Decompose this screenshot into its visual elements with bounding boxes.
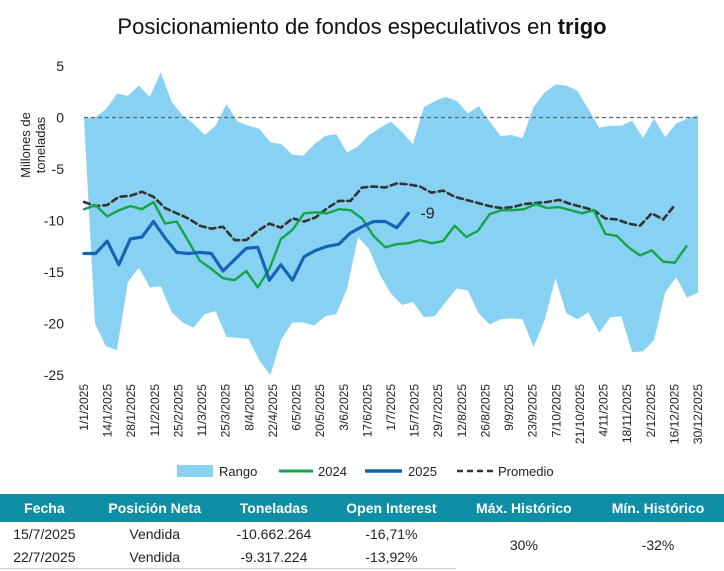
col-toneladas: Toneladas	[220, 494, 328, 522]
x-tick-label: 15/7/2025	[408, 384, 422, 438]
x-tick-label: 18/11/2025	[620, 384, 634, 443]
cell-fecha: 15/7/2025	[13, 525, 76, 542]
x-tick-label: 1/7/2025	[384, 384, 398, 431]
x-tick-label: 11/3/2025	[195, 384, 209, 437]
y-tick-label: 0	[56, 110, 64, 126]
y-tick-label: -5	[52, 161, 65, 177]
cell-open-interest: -13,92%	[327, 545, 456, 569]
col-open-interest: Open Interest	[327, 494, 456, 522]
x-tick-label: 3/6/2025	[337, 384, 351, 431]
cell-toneladas: -9.317.224	[220, 545, 328, 569]
series-line-2024	[82, 200, 688, 289]
x-tick-label: 6/5/2025	[290, 384, 304, 431]
col-max-historico: Máx. Histórico	[455, 494, 593, 522]
x-tick-label: 25/3/2025	[219, 384, 233, 438]
col-fecha: Fecha	[0, 494, 89, 522]
cell-posicion: Vendida	[129, 525, 181, 542]
y-tick-label: -15	[44, 264, 64, 280]
x-tick-label: 2/12/2025	[644, 384, 658, 438]
x-tick-label: 17/6/2025	[360, 384, 374, 438]
table-row: 22/7/2025 Vendida -9.317.224 -13,92%	[0, 545, 724, 569]
end-annotation: -9	[420, 205, 434, 222]
col-posicion-neta: Posición Neta	[88, 494, 221, 522]
chart-title: Posicionamiento de fondos especulativos …	[117, 14, 607, 39]
x-tick-label: 1/1/2025	[77, 384, 91, 431]
y-tick-label: -10	[44, 213, 64, 229]
y-tick-label: -20	[44, 316, 64, 332]
chart: 5 0 -5 -10 -15 -20 -25 1/1/2025 14/1/2025 28/1/20…	[44, 58, 705, 479]
legend-label-2024: 2024	[318, 464, 347, 479]
x-tick-label: 29/7/2025	[431, 384, 445, 438]
table-row: 15/7/2025 Vendida -10.662.264 -16,71% 30…	[0, 522, 724, 554]
x-tick-label: 11/2/2025	[148, 384, 162, 437]
x-tick-label: 4/11/2025	[597, 384, 611, 437]
cell-toneladas: -10.662.264	[236, 525, 312, 542]
x-tick-label: 30/12/2025	[691, 384, 705, 444]
x-tick-label: 7/10/2025	[549, 384, 563, 438]
legend-label-rango: Rango	[219, 464, 257, 479]
legend-swatch-rango	[177, 465, 213, 477]
y-tick-label: -25	[44, 367, 64, 383]
x-tick-label: 21/10/2025	[573, 384, 587, 444]
summary-table: Fecha Posición Neta Toneladas Open Inter…	[0, 494, 724, 569]
col-min-historico: Mín. Histórico	[592, 494, 724, 522]
legend-label-2025: 2025	[408, 464, 437, 479]
x-tick-label: 20/5/2025	[313, 384, 327, 438]
x-tick-label: 16/12/2025	[667, 384, 681, 444]
y-tick-label: 5	[56, 58, 64, 74]
cell-min-historico: -32%	[641, 537, 675, 554]
cell-max-historico: 30%	[509, 537, 538, 554]
legend-label-promedio: Promedio	[498, 464, 554, 479]
x-tick-label: 28/1/2025	[124, 384, 138, 438]
x-tick-label: 23/9/2025	[526, 384, 540, 438]
series-line-2025	[82, 211, 410, 282]
x-tick-label: 25/2/2025	[171, 384, 185, 438]
cell-open-interest: -16,71%	[365, 525, 418, 542]
table-header-row: Fecha Posición Neta Toneladas Open Inter…	[0, 494, 724, 522]
x-tick-label: 22/4/2025	[266, 384, 280, 438]
x-tick-label: 14/1/2025	[101, 384, 115, 438]
x-tick-label: 12/8/2025	[455, 384, 469, 438]
x-tick-label: 26/8/2025	[478, 384, 492, 438]
x-tick-label: 8/4/2025	[242, 384, 256, 431]
cell-fecha: 22/7/2025	[0, 545, 89, 569]
x-tick-label: 9/9/2025	[502, 384, 516, 431]
cell-posicion: Vendida	[88, 545, 221, 569]
series-line-promedio	[82, 182, 677, 242]
